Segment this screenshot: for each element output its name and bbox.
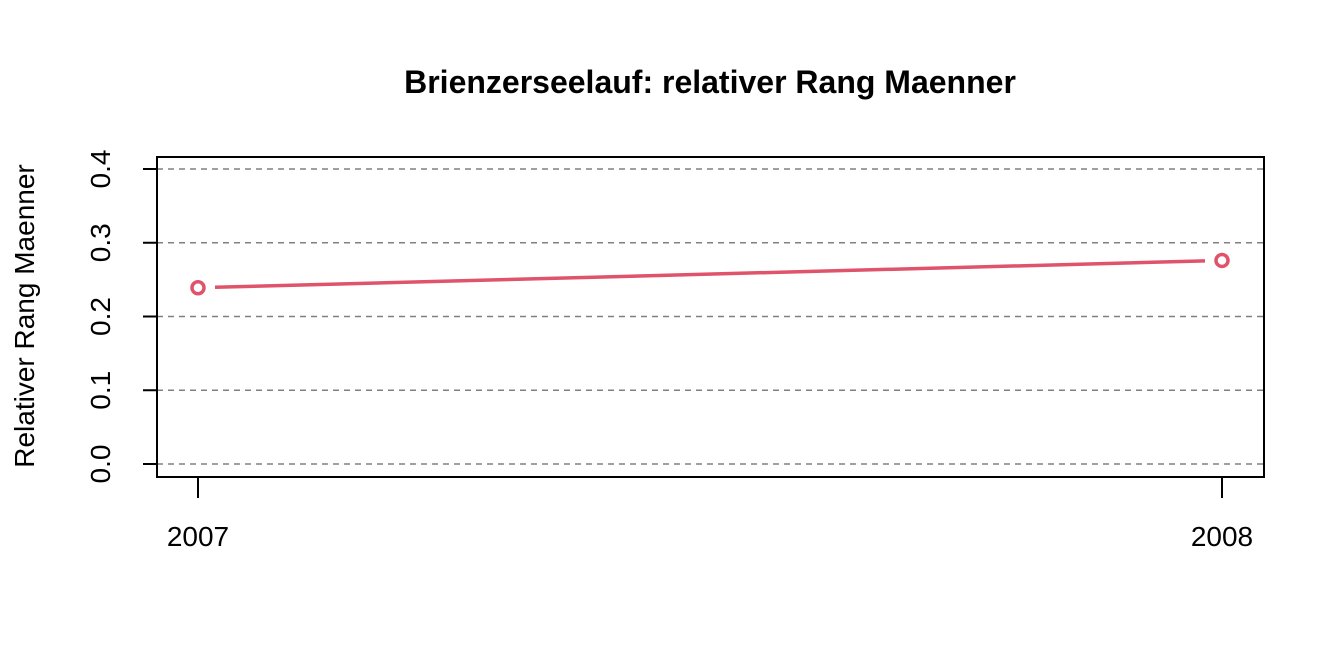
data-point [190, 279, 206, 296]
series-group [190, 252, 1230, 296]
y-axis: 0.0 0.1 0.2 0.3 0.4 [85, 150, 157, 484]
x-tick-label: 2007 [167, 521, 229, 552]
x-tick-label: 2008 [1191, 521, 1253, 552]
y-tick-label: 0.0 [85, 445, 116, 484]
x-axis: 2007 2008 [167, 477, 1253, 552]
chart-title: Brienzerseelauf: relativer Rang Maenner [404, 64, 1016, 100]
gridlines [157, 168, 1264, 465]
y-axis-label: Relativer Rang Maenner [9, 164, 40, 468]
y-tick-label: 0.2 [85, 297, 116, 336]
series-line [214, 259, 1206, 290]
y-tick-label: 0.4 [85, 150, 116, 189]
y-tick-label: 0.3 [85, 223, 116, 262]
y-tick-label: 0.1 [85, 371, 116, 410]
data-point [1214, 252, 1230, 269]
